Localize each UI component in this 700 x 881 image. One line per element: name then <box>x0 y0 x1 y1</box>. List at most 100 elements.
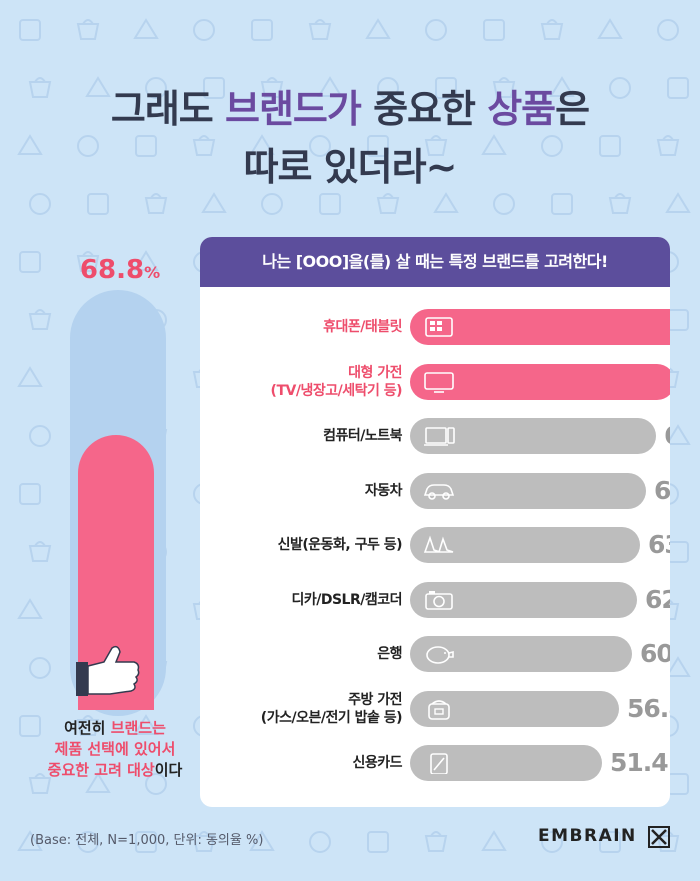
background-decor-shape <box>145 77 167 99</box>
category-label: 신발(운동화, 구두 등) <box>202 523 403 567</box>
chart-row: 은행 60.8 <box>200 632 670 676</box>
background-decor-shape <box>667 309 689 331</box>
chart-title: 나는 [OOO]을(를) 살 때는 특정 브랜드를 고려한다! <box>200 237 670 287</box>
background-decor-shape <box>249 134 275 155</box>
background-decor-shape <box>251 19 273 41</box>
background-decor-shape <box>317 76 343 97</box>
background-decor-shape <box>665 656 691 677</box>
bar <box>410 581 637 618</box>
category-label: 컴퓨터/노트북 <box>202 414 402 458</box>
thumbs-up-icon <box>76 645 140 696</box>
background-decor-shape <box>85 772 111 793</box>
background-decor-shape <box>376 193 400 214</box>
value-label: 62.5 <box>645 584 670 614</box>
category-label-line: (가스/오븐/전기 밥솥 등) <box>260 709 403 726</box>
background-decor-shape <box>28 541 52 562</box>
bar <box>410 636 632 672</box>
bar <box>410 527 640 563</box>
background-decor-shape <box>656 135 680 156</box>
headline-accent-product: 상품 <box>487 87 556 131</box>
value-label: 60.8 <box>640 639 670 668</box>
chart-row: 주방 가전(가스/오븐/전기 밥솥 등) 56.8 <box>200 687 670 731</box>
background-decor-shape <box>481 134 507 155</box>
background-decor-shape <box>549 76 575 97</box>
background-decor-shape <box>377 77 399 99</box>
category-label: 주방 가전 (가스/오븐/전기 밥솥 등) <box>202 687 403 731</box>
tablet-icon <box>425 317 453 337</box>
background-decor-shape <box>19 19 41 41</box>
value-label: 65.3 <box>654 475 670 505</box>
background-decor-shape <box>133 18 159 39</box>
background-decor-shape <box>667 773 689 795</box>
background-decor-shape <box>309 831 331 853</box>
chart-row: 컴퓨터/노트북 68.5 <box>200 414 670 458</box>
car-icon <box>423 483 455 500</box>
bar <box>410 745 602 781</box>
category-label: 자동차 <box>202 469 403 513</box>
shoes-icon <box>423 535 454 553</box>
laptop-icon <box>424 427 455 446</box>
background-decor-shape <box>76 715 100 736</box>
background-decor-shape <box>135 135 157 157</box>
background-decor-shape <box>599 831 621 853</box>
background-decor-shape <box>85 76 111 97</box>
background-decor-shape <box>424 135 448 156</box>
background-decor-shape <box>667 77 689 99</box>
background-decor-shape <box>28 309 52 330</box>
background-decor-shape <box>433 192 459 213</box>
value-label: 51.4 <box>610 748 669 777</box>
background-decor-shape <box>657 19 679 41</box>
background-decor-shape <box>424 831 448 852</box>
category-label: 신용카드 <box>202 741 402 785</box>
category-label-text: 컴퓨터/노트북 <box>323 427 402 445</box>
camera-icon <box>425 590 453 610</box>
brand-chart-panel: 나는 [OOO]을(를) 살 때는 특정 브랜드를 고려한다! 휴대폰/태블릿8… <box>200 237 670 807</box>
background-decor-shape <box>609 77 631 99</box>
background-decor-shape <box>19 483 41 505</box>
background-decor-shape <box>492 77 516 98</box>
background-decor-shape <box>249 830 275 851</box>
background-decor-shape <box>29 425 51 447</box>
category-label-text: 대형 가전 (TV/냉장고/세탁기 등) <box>270 364 403 400</box>
background-decor-shape <box>76 19 100 40</box>
overall-value: 68.8 <box>79 255 145 285</box>
category-label-line: (TV/냉장고/세탁기 등) <box>270 382 403 399</box>
background-decor-shape <box>365 18 391 39</box>
background-decor-shape <box>665 192 691 213</box>
background-decor-shape <box>551 193 573 215</box>
background-decor-shape <box>367 831 389 853</box>
category-label: 디카/DSLR/캠코더 <box>202 578 402 622</box>
category-label-line: 자동차 <box>364 482 403 499</box>
background-decor-shape <box>203 77 225 99</box>
credit-card-icon <box>430 753 448 774</box>
category-label-line: 대형 가전 <box>348 364 402 381</box>
background-decor-shape <box>77 135 99 157</box>
category-label-line: 은행 <box>377 646 402 662</box>
category-label-text: 자동차 <box>364 482 403 500</box>
background-decor-shape <box>193 19 215 41</box>
background-decor-shape <box>17 598 43 619</box>
overall-percentage: 68.8% <box>70 255 170 285</box>
category-label-text: 신발(운동화, 구두 등) <box>278 536 403 554</box>
background-decor-shape <box>28 77 52 98</box>
background-decor-shape <box>19 251 41 273</box>
background-decor-shape <box>481 830 507 851</box>
background-decor-shape <box>483 19 505 41</box>
chart-row: 대형 가전(TV/냉장고/세탁기 등)74.5 <box>200 360 670 404</box>
background-decor-shape <box>17 830 43 851</box>
value-label: 56.8 <box>627 693 670 723</box>
background-decor-shape <box>308 19 332 40</box>
background-decor-shape <box>261 193 283 215</box>
left-caption: 여전히 브랜드는 제품 선택에 있어서 중요한 고려 대상이다 <box>47 719 183 779</box>
headline: 그래도 브랜드가 중요한 상품은 따로 있더라~ <box>0 80 700 196</box>
bar <box>410 309 670 345</box>
background-decor-shape <box>667 541 689 563</box>
piggy-bank-icon <box>426 646 454 664</box>
chart-row: 디카/DSLR/캠코더 62.5 <box>200 578 670 622</box>
category-label: 은행 <box>202 632 402 676</box>
category-label-text: 은행 <box>377 645 402 663</box>
background-decor-shape <box>541 831 563 853</box>
category-label-line: 휴대폰/태블릿 <box>323 319 402 335</box>
background-decor-shape <box>192 135 216 156</box>
background-decor-shape <box>87 193 109 215</box>
